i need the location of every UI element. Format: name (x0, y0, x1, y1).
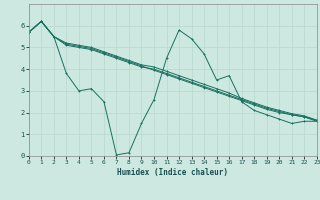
X-axis label: Humidex (Indice chaleur): Humidex (Indice chaleur) (117, 168, 228, 177)
